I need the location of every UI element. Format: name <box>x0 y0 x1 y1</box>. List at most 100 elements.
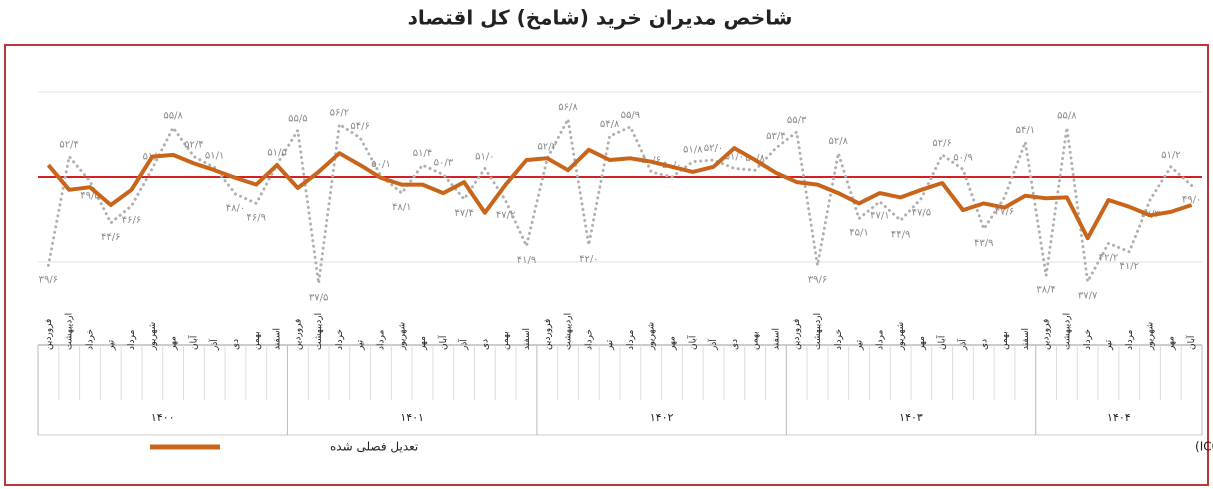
data-label: ۳۷/۷ <box>1078 291 1098 302</box>
x-tick-label: دی <box>730 339 740 350</box>
data-label: ۳۹/۶ <box>39 274 58 285</box>
data-label: ۴۶/۹ <box>247 212 266 223</box>
data-label: ۴۸/۱ <box>392 202 411 213</box>
data-label: ۵۱/۱ <box>205 151 224 162</box>
x-tick-label: اسفند <box>522 328 532 350</box>
frame <box>4 44 1209 486</box>
x-tick-label: آبان <box>1185 335 1197 350</box>
x-tick-label: خرداد <box>85 329 95 350</box>
data-label: ۵۰/۹ <box>953 152 972 163</box>
series-line <box>46 117 1194 285</box>
x-tick-label: اردیبهشت <box>564 313 574 350</box>
data-label: ۴۹/۰ <box>1182 195 1201 206</box>
x-tick-label: بهمن <box>751 331 761 350</box>
x-tick-label: شهریور <box>1146 322 1156 351</box>
data-label: ۵۰/۳ <box>434 157 454 168</box>
data-label: ۵۲/۸ <box>829 136 849 147</box>
data-label: ۵۲/۰ <box>704 143 723 154</box>
data-label: ۵۲/۴ <box>184 140 203 151</box>
data-label: ۵۵/۸ <box>163 111 183 122</box>
data-label: ۴۹/۵ <box>80 190 99 201</box>
data-label: ۳۸/۴ <box>1036 285 1055 296</box>
data-label: ۴۱/۹ <box>517 255 536 266</box>
x-tick-label: تیر <box>356 339 366 351</box>
data-label: ۵۵/۹ <box>621 110 640 121</box>
data-label: ۵۱/۰ <box>475 152 494 163</box>
source: منبع: اتاق بازرگانی، صنایع، معادن و کشاو… <box>1195 440 1213 455</box>
data-label: ۵۲/۴ <box>59 140 78 151</box>
x-tick-label: فروردین <box>792 319 802 350</box>
year-label: ۱۴۰۱ <box>400 411 424 424</box>
data-label: ۵۱/۴ <box>413 148 432 159</box>
x-tick-label: فروردین <box>44 319 54 350</box>
data-label: ۴۲/۲ <box>1099 252 1118 263</box>
x-tick-label: دی <box>480 339 490 350</box>
data-label: ۴۷/۱ <box>870 211 889 222</box>
data-label: ۵۴/۱ <box>1016 125 1035 136</box>
chart-title: شاخص مدیران خرید (شامخ) کل اقتصاد <box>408 6 793 30</box>
data-label: ۵۰/۱ <box>371 159 390 170</box>
data-label: ۴۱/۲ <box>1120 261 1139 272</box>
data-label: ۴۷/۲ <box>496 210 515 221</box>
data-label: ۵۱/۸ <box>683 145 703 156</box>
x-tick-label: بهمن <box>501 331 511 350</box>
data-label: ۴۳/۹ <box>974 238 993 249</box>
data-label: ۵۴/۸ <box>600 119 620 130</box>
x-tick-label: اردیبهشت <box>314 313 324 350</box>
data-label: ۴۴/۹ <box>891 229 910 240</box>
year-label: ۱۴۰۲ <box>650 411 674 424</box>
x-tick-label: آبان <box>437 335 449 350</box>
x-tick-label: مرداد <box>875 330 885 350</box>
data-label: ۴۵/۱ <box>849 228 868 239</box>
data-label: ۴۲/۰ <box>579 254 598 265</box>
x-tick-label: دی <box>979 339 989 350</box>
x-tick-label: مهر <box>917 336 927 351</box>
x-tick-label: مرداد <box>1125 330 1135 350</box>
x-tick-label: فروردین <box>293 319 303 350</box>
data-label: ۴۶/۶ <box>122 215 141 226</box>
x-tick-label: فروردین <box>1042 319 1052 350</box>
x-tick-label: مرداد <box>376 330 386 350</box>
x-tick-label: شهریور <box>397 322 407 351</box>
x-tick-label: تیر <box>1104 339 1114 351</box>
x-tick-label: آبان <box>936 335 948 350</box>
x-tick-label: اسفند <box>1021 328 1031 350</box>
x-tick-label: بهمن <box>1000 331 1010 350</box>
data-label: ۵۱/۰ <box>725 152 744 163</box>
x-tick-label: مهر <box>418 336 428 351</box>
data-label: ۳۹/۶ <box>808 274 827 285</box>
data-label: ۵۱/۲ <box>1161 150 1180 161</box>
data-label: ۵۲/۶ <box>932 138 951 149</box>
x-tick-label: بهمن <box>252 331 262 350</box>
data-label: ۵۳/۴ <box>766 131 785 142</box>
data-label: ۵۵/۵ <box>288 113 307 124</box>
legend-label: تعدیل فصلی شده <box>330 440 418 454</box>
x-tick-label: شهریور <box>896 322 906 351</box>
x-tick-label: آبان <box>686 335 698 350</box>
data-label: ۴۴/۶ <box>101 232 120 243</box>
x-tick-label: اردیبهشت <box>65 313 75 350</box>
x-tick-label: آذر <box>956 339 968 351</box>
x-tick-label: خرداد <box>584 329 594 350</box>
x-tick-label: اسفند <box>771 328 781 350</box>
x-tick-label: مرداد <box>626 330 636 350</box>
x-tick-label: مهر <box>1166 336 1176 351</box>
x-tick-label: مهر <box>169 336 179 351</box>
year-label: ۱۴۰۴ <box>1107 411 1131 424</box>
year-label: ۱۴۰۳ <box>899 411 923 424</box>
data-label: ۵۴/۶ <box>350 121 369 132</box>
data-label: ۴۷/۴ <box>454 208 473 219</box>
x-tick-label: خرداد <box>1083 329 1093 350</box>
data-label: ۵۵/۸ <box>1057 111 1077 122</box>
x-tick-label: مهر <box>667 336 677 351</box>
data-label: ۵۶/۸ <box>558 102 578 113</box>
data-label: ۵۵/۳ <box>787 115 807 126</box>
x-tick-label: اردیبهشت <box>1062 313 1072 350</box>
x-tick-label: اردیبهشت <box>813 313 823 350</box>
x-tick-label: تیر <box>106 339 116 351</box>
x-tick-label: تیر <box>855 339 865 351</box>
data-label: ۴۸/۰ <box>226 203 245 214</box>
x-tick-label: اسفند <box>273 328 283 350</box>
x-tick-label: خرداد <box>834 329 844 350</box>
data-label: ۴۷/۵ <box>912 207 931 218</box>
